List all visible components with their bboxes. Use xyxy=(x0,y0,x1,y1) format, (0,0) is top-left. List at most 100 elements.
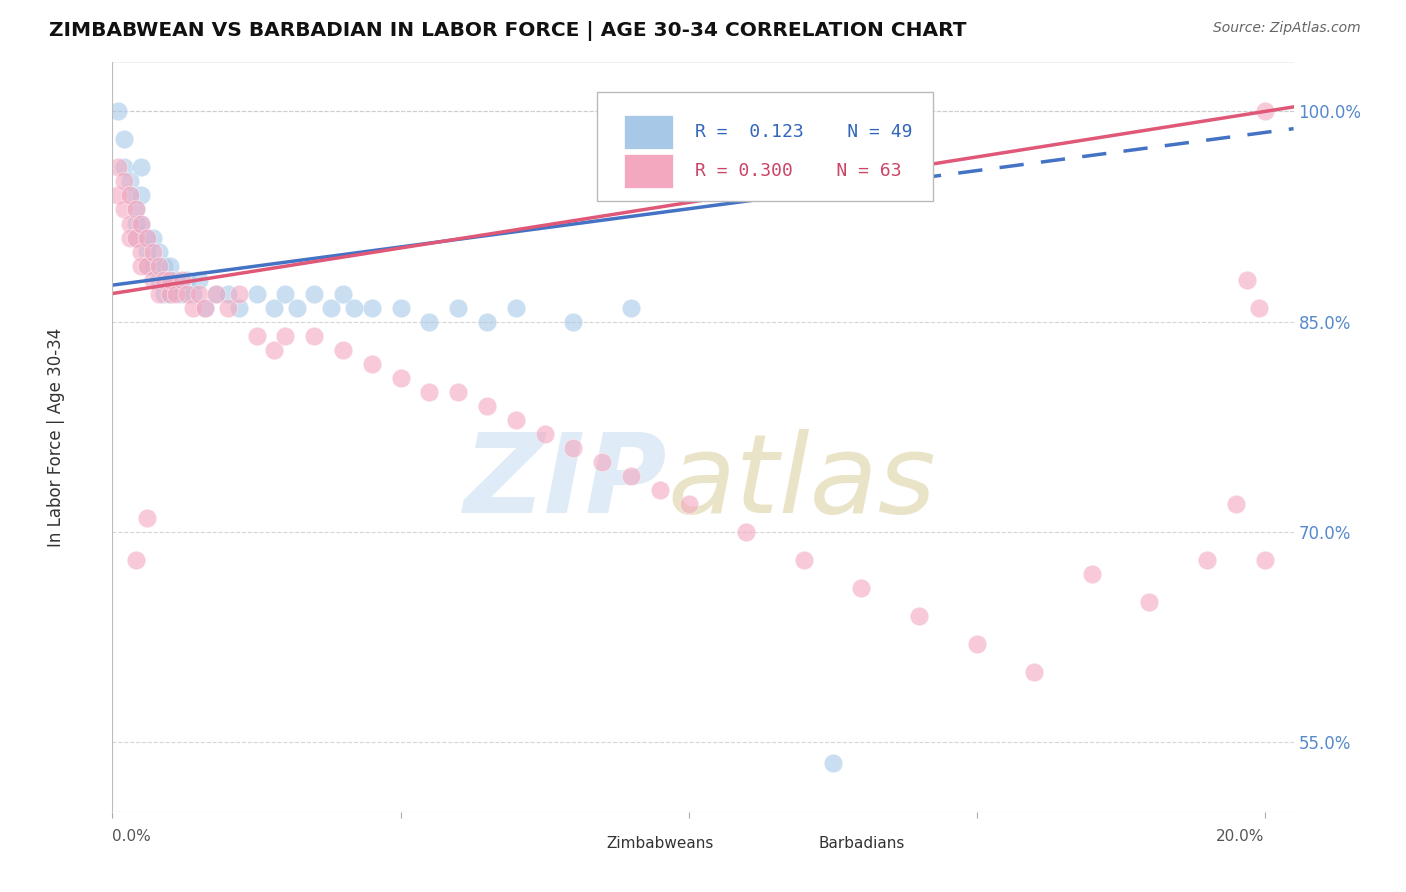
Point xyxy=(302,286,325,301)
Bar xyxy=(624,154,673,188)
Point xyxy=(165,272,187,286)
Point xyxy=(821,756,844,770)
Point xyxy=(118,230,141,244)
Point xyxy=(159,272,181,286)
Text: ZIP: ZIP xyxy=(464,428,668,535)
Point xyxy=(591,454,613,468)
Point xyxy=(153,286,176,301)
Point xyxy=(562,314,585,328)
Point xyxy=(118,188,141,202)
Point xyxy=(1081,566,1104,581)
Point xyxy=(124,230,146,244)
Point xyxy=(148,286,170,301)
Point xyxy=(447,384,470,399)
Point xyxy=(1236,272,1258,286)
Point xyxy=(205,286,228,301)
Point xyxy=(159,272,181,286)
Point xyxy=(142,272,165,286)
Point xyxy=(735,524,758,539)
Point xyxy=(620,301,643,315)
Point xyxy=(851,581,873,595)
Point xyxy=(112,174,135,188)
Point xyxy=(136,244,159,259)
Point xyxy=(360,301,382,315)
Point xyxy=(124,230,146,244)
Point xyxy=(475,399,498,413)
Text: 20.0%: 20.0% xyxy=(1216,829,1265,844)
Point xyxy=(620,468,643,483)
Point xyxy=(142,259,165,273)
Point xyxy=(136,510,159,524)
Point xyxy=(187,272,209,286)
Point xyxy=(129,217,152,231)
Point xyxy=(181,301,204,315)
Point xyxy=(648,483,671,497)
Point xyxy=(124,202,146,217)
Point xyxy=(124,217,146,231)
Point xyxy=(170,272,193,286)
Point xyxy=(562,441,585,455)
Point xyxy=(475,314,498,328)
Point xyxy=(678,497,700,511)
Point xyxy=(389,370,412,384)
FancyBboxPatch shape xyxy=(596,93,934,201)
Point xyxy=(129,217,152,231)
Point xyxy=(217,286,239,301)
Point xyxy=(274,286,297,301)
Point xyxy=(343,301,366,315)
Point xyxy=(136,259,159,273)
Point xyxy=(274,328,297,343)
Point xyxy=(966,637,988,651)
Point xyxy=(1254,552,1277,566)
Point xyxy=(148,259,170,273)
Point xyxy=(176,272,198,286)
Point xyxy=(124,552,146,566)
Point xyxy=(1225,497,1247,511)
Point xyxy=(142,244,165,259)
Point xyxy=(153,259,176,273)
Point xyxy=(112,202,135,217)
Text: atlas: atlas xyxy=(668,428,936,535)
Text: R = 0.300    N = 63: R = 0.300 N = 63 xyxy=(695,162,901,180)
Point xyxy=(194,301,217,315)
Point xyxy=(176,286,198,301)
Point xyxy=(1139,594,1161,608)
Point xyxy=(263,343,285,357)
Point xyxy=(389,301,412,315)
Point xyxy=(187,286,209,301)
Point xyxy=(159,286,181,301)
Point xyxy=(533,426,555,441)
Point xyxy=(129,161,152,175)
Point xyxy=(136,230,159,244)
Text: In Labor Force | Age 30-34: In Labor Force | Age 30-34 xyxy=(46,327,65,547)
Point xyxy=(505,301,527,315)
Point xyxy=(107,161,129,175)
Point xyxy=(148,272,170,286)
Point xyxy=(165,286,187,301)
Bar xyxy=(773,832,810,855)
Point xyxy=(159,259,181,273)
Point xyxy=(129,188,152,202)
Point xyxy=(159,286,181,301)
Point xyxy=(153,272,176,286)
Point xyxy=(332,286,354,301)
Text: Barbadians: Barbadians xyxy=(818,836,905,851)
Point xyxy=(302,328,325,343)
Point xyxy=(245,286,267,301)
Point xyxy=(205,286,228,301)
Point xyxy=(228,301,250,315)
Text: R =  0.123    N = 49: R = 0.123 N = 49 xyxy=(695,123,912,141)
Point xyxy=(136,230,159,244)
Point xyxy=(112,132,135,146)
Point xyxy=(136,259,159,273)
Text: Source: ZipAtlas.com: Source: ZipAtlas.com xyxy=(1213,21,1361,35)
Point xyxy=(245,328,267,343)
Point xyxy=(129,259,152,273)
Point xyxy=(118,174,141,188)
Point xyxy=(505,412,527,426)
Point xyxy=(142,230,165,244)
Point xyxy=(118,188,141,202)
Point xyxy=(1247,301,1270,315)
Point xyxy=(194,301,217,315)
Point xyxy=(124,202,146,217)
